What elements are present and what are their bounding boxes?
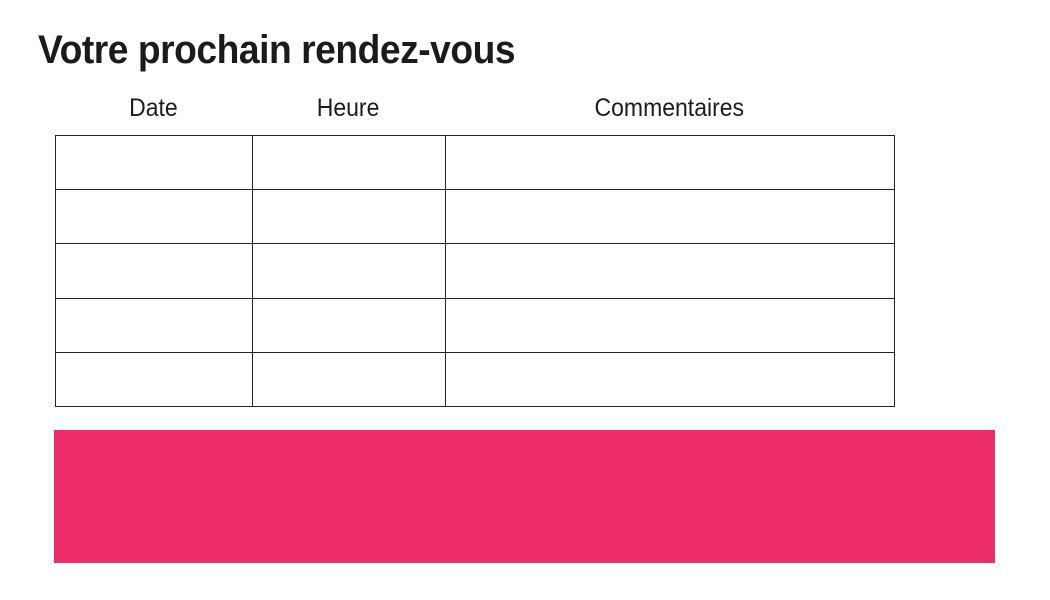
table-cell-date [55,243,253,299]
table-cell-commentaires [445,134,895,191]
column-header-date: Date [129,94,178,122]
table-cell-heure [252,134,446,191]
table-column-headers: Date Heure Commentaires [55,94,894,123]
table-row [55,134,895,191]
column-header-commentaires: Commentaires [594,94,745,122]
table-cell-date [55,297,253,353]
highlight-band [54,430,995,563]
table-cell-commentaires [445,243,895,299]
table-row [55,351,895,408]
column-header-heure: Heure [317,94,380,122]
table-cell-commentaires [445,297,895,353]
table-cell-date [55,134,253,191]
table-row [55,297,895,353]
page-title: Votre prochain rendez-vous [38,28,516,72]
appointment-table [55,134,895,408]
table-cell-heure [252,243,446,299]
table-row [55,189,895,245]
table-cell-heure [252,297,446,353]
table-cell-commentaires [445,351,895,408]
table-cell-heure [252,351,446,408]
table-row [55,243,895,299]
table-cell-commentaires [445,189,895,245]
table-cell-date [55,351,253,408]
table-cell-heure [252,189,446,245]
table-cell-date [55,189,253,245]
